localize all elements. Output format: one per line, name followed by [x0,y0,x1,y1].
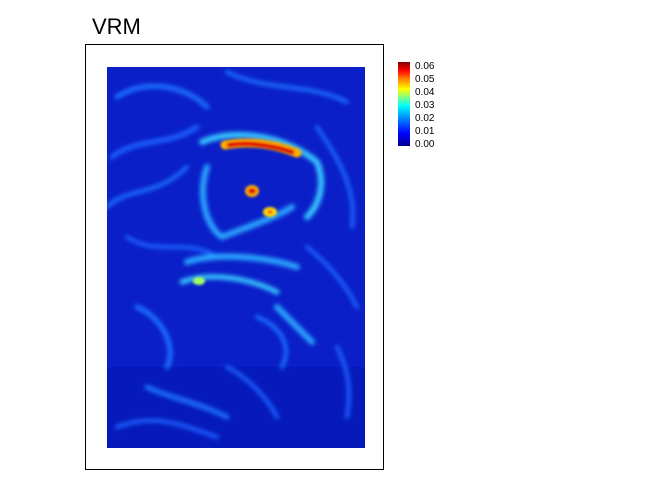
legend-label: 0.05 [415,75,434,85]
peak-spot-core [248,188,256,194]
legend-label: 0.06 [415,62,434,72]
color-legend-bar [398,62,410,146]
raster-lower-region [107,367,365,448]
legend-label: 0.00 [415,140,434,150]
legend-label: 0.04 [415,88,434,98]
legend-label: 0.02 [415,114,434,124]
peak-spot-core [267,210,273,214]
secondary-spot [193,277,205,285]
heatmap-svg [107,67,365,448]
heatmap-raster [107,67,365,448]
legend-label: 0.03 [415,101,434,111]
chart-title: VRM [92,14,141,40]
legend-label: 0.01 [415,127,434,137]
